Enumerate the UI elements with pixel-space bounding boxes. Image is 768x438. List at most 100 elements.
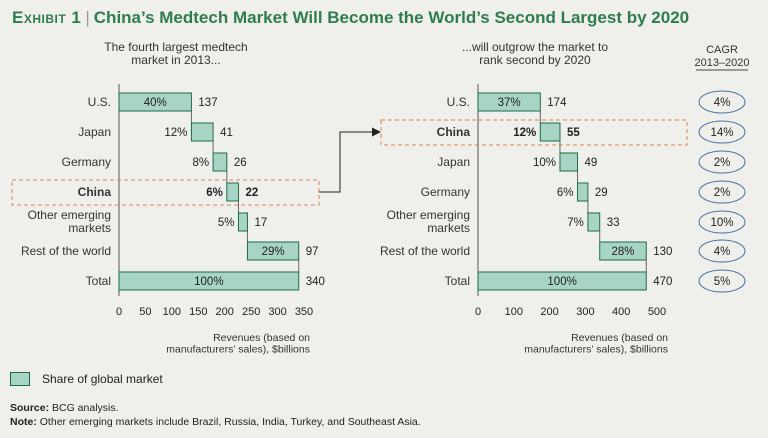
title-separator: | bbox=[85, 8, 90, 27]
right-panel-title: ...will outgrow the market to rank second… bbox=[462, 40, 608, 67]
right-category-label: Total bbox=[445, 274, 470, 288]
source-text: BCG analysis. bbox=[52, 402, 119, 414]
cagr-value: 4% bbox=[714, 246, 731, 258]
left-xaxis-label: Revenues (based on manufacturers’ sales),… bbox=[166, 332, 310, 356]
source-label: Source: bbox=[10, 402, 50, 414]
right-category-label: Other emerging markets bbox=[387, 208, 470, 235]
left-tick-label: 50 bbox=[139, 306, 151, 318]
right-share-label: 6% bbox=[557, 187, 574, 199]
left-tick-label: 0 bbox=[116, 306, 122, 318]
note-label: Note: bbox=[10, 416, 37, 428]
left-bar bbox=[226, 182, 239, 202]
left-tick-label: 300 bbox=[268, 306, 286, 318]
right-xaxis-label: Revenues (based on manufacturers’ sales),… bbox=[524, 332, 668, 356]
right-highlight-box bbox=[380, 119, 688, 146]
right-tick-label: 500 bbox=[648, 306, 666, 318]
right-share-label: 7% bbox=[567, 217, 584, 229]
right-bar bbox=[577, 182, 589, 202]
cagr-oval bbox=[698, 180, 746, 204]
right-bar bbox=[559, 152, 579, 172]
left-share-label: 100% bbox=[194, 276, 223, 288]
right-tick-label: 0 bbox=[475, 306, 481, 318]
left-share-label: 5% bbox=[218, 217, 235, 229]
right-value-label: 33 bbox=[607, 217, 620, 229]
left-category-label: Other emerging markets bbox=[28, 208, 111, 235]
left-bar bbox=[246, 241, 300, 261]
note-text: Other emerging markets include Brazil, R… bbox=[39, 416, 421, 428]
right-bar bbox=[477, 271, 647, 291]
exhibit-heading: China’s Medtech Market Will Become the W… bbox=[93, 8, 690, 27]
exhibit-title: Exhibit 1 | China’s Medtech Market Will Be… bbox=[12, 8, 689, 28]
cagr-oval bbox=[698, 269, 746, 293]
right-tick-label: 200 bbox=[540, 306, 558, 318]
left-bar bbox=[118, 92, 192, 112]
cagr-oval bbox=[698, 90, 746, 114]
cagr-value: 5% bbox=[714, 276, 731, 288]
cagr-value: 14% bbox=[710, 127, 733, 139]
left-tick-label: 200 bbox=[216, 306, 234, 318]
left-value-label: 97 bbox=[306, 246, 319, 258]
legend-swatch bbox=[10, 372, 30, 386]
left-value-label: 41 bbox=[220, 127, 233, 139]
left-value-label: 340 bbox=[306, 276, 325, 288]
right-tick-label: 100 bbox=[505, 306, 523, 318]
left-category-label: U.S. bbox=[88, 95, 111, 109]
cagr-value: 2% bbox=[714, 187, 731, 199]
right-value-label: 130 bbox=[653, 246, 672, 258]
left-share-label: 12% bbox=[164, 127, 187, 139]
left-tick-label: 250 bbox=[242, 306, 260, 318]
legend-label: Share of global market bbox=[42, 372, 163, 386]
left-bar bbox=[212, 152, 228, 172]
left-bar bbox=[237, 212, 248, 232]
right-bar bbox=[477, 92, 541, 112]
left-highlight-box bbox=[11, 179, 320, 206]
left-category-label: China bbox=[78, 185, 112, 199]
right-share-label: 28% bbox=[611, 246, 634, 258]
right-value-label: 470 bbox=[653, 276, 672, 288]
right-value-label: 174 bbox=[547, 97, 567, 109]
left-value-label: 26 bbox=[234, 157, 247, 169]
left-value-label: 17 bbox=[254, 217, 267, 229]
left-bar bbox=[118, 271, 300, 291]
link-arrowhead-icon bbox=[372, 127, 381, 137]
cagr-oval bbox=[698, 210, 746, 234]
exhibit-number: Exhibit 1 bbox=[12, 8, 82, 27]
right-share-label: 12% bbox=[513, 127, 536, 139]
left-tick-label: 350 bbox=[295, 306, 313, 318]
right-value-label: 55 bbox=[567, 127, 580, 139]
cagr-value: 4% bbox=[714, 97, 731, 109]
note-line: Note: Other emerging markets include Bra… bbox=[10, 416, 421, 428]
right-bar bbox=[539, 122, 561, 142]
left-share-label: 8% bbox=[192, 157, 209, 169]
right-bar bbox=[587, 212, 601, 232]
left-tick-label: 150 bbox=[189, 306, 207, 318]
right-value-label: 29 bbox=[595, 187, 608, 199]
left-panel-title: The fourth largest medtech market in 2013… bbox=[104, 40, 247, 67]
left-value-label: 137 bbox=[198, 97, 217, 109]
right-category-label: U.S. bbox=[447, 95, 470, 109]
left-bar bbox=[190, 122, 214, 142]
left-category-label: Japan bbox=[78, 125, 111, 139]
right-value-label: 49 bbox=[585, 157, 598, 169]
link-arrow-line bbox=[319, 131, 374, 193]
right-category-label: Japan bbox=[437, 155, 470, 169]
right-share-label: 100% bbox=[547, 276, 576, 288]
left-tick-label: 100 bbox=[163, 306, 181, 318]
right-bar bbox=[599, 241, 647, 261]
source-line: Source: BCG analysis. bbox=[10, 402, 119, 414]
right-share-label: 10% bbox=[533, 157, 556, 169]
left-share-label: 29% bbox=[262, 246, 285, 258]
cagr-oval bbox=[698, 120, 746, 144]
cagr-oval bbox=[698, 150, 746, 174]
left-category-label: Rest of the world bbox=[21, 244, 111, 258]
cagr-oval bbox=[698, 239, 746, 263]
cagr-value: 10% bbox=[710, 217, 733, 229]
right-share-label: 37% bbox=[498, 97, 521, 109]
left-category-label: Total bbox=[86, 274, 111, 288]
left-category-label: Germany bbox=[62, 155, 111, 169]
legend: Share of global market bbox=[10, 372, 163, 386]
right-category-label: Rest of the world bbox=[380, 244, 470, 258]
left-value-label: 22 bbox=[245, 187, 258, 199]
